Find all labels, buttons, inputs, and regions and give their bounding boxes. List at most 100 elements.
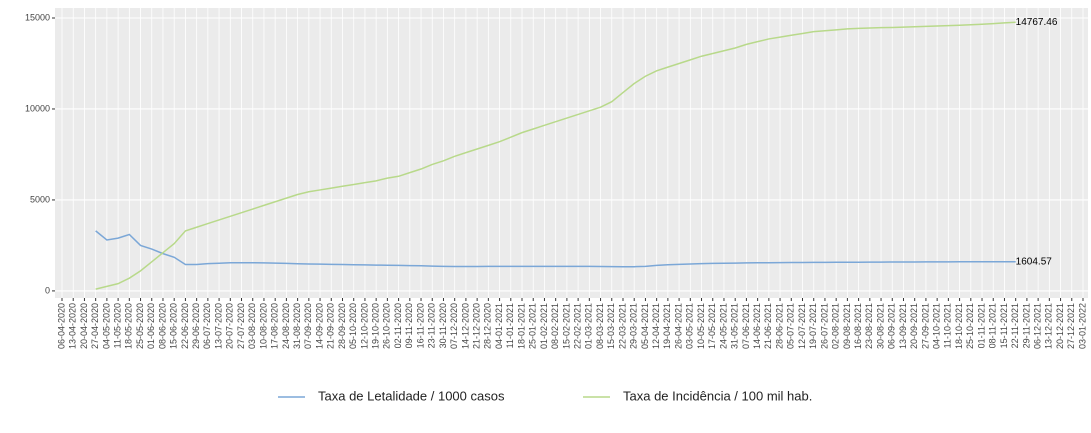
x-tick-label: 19-07-2021 [808,303,818,349]
x-tick-label: 28-12-2020 [483,303,493,349]
x-tick-label: 13-09-2021 [898,303,908,349]
x-tick-label: 27-07-2020 [236,303,246,349]
x-tick-label: 03-05-2021 [685,303,695,349]
x-tick-label: 13-04-2020 [68,303,78,349]
x-tick-label: 21-06-2021 [763,303,773,349]
x-tick-label: 01-06-2020 [146,303,156,349]
x-tick-label: 18-01-2021 [516,303,526,349]
x-tick-label: 15-06-2020 [169,303,179,349]
x-tick-label: 29-06-2020 [191,303,201,349]
x-tick-label: 02-08-2021 [831,303,841,349]
x-tick-label: 27-12-2021 [1066,303,1076,349]
x-tick-label: 25-05-2020 [135,303,145,349]
series-line [95,230,1016,268]
x-tick-label: 15-02-2021 [561,303,571,349]
x-tick-label: 24-05-2021 [718,303,728,349]
x-tick-label: 03-08-2020 [247,303,257,349]
x-tick-label: 04-05-2020 [101,303,111,349]
y-tick-label: 10000 [25,103,50,113]
x-tick-label: 09-11-2020 [404,303,414,348]
x-tick-label: 13-12-2021 [1044,303,1054,349]
x-tick-label: 21-09-2020 [326,303,336,349]
x-tick-label: 10-08-2020 [258,303,268,349]
x-tick-label: 15-03-2021 [606,303,616,349]
x-tick-label: 21-12-2020 [472,303,482,349]
x-tick-label: 11-10-2021 [943,303,953,348]
x-tick-label: 22-03-2021 [617,303,627,349]
x-tick-label: 08-03-2021 [595,303,605,349]
x-tick-label: 04-01-2021 [494,303,504,349]
x-tick-label: 19-04-2021 [662,303,672,349]
value-label: 1604.57 [1016,256,1053,267]
x-tick-label: 26-10-2020 [382,303,392,349]
x-tick-label: 15-11-2021 [999,303,1009,348]
x-tick-label: 16-08-2021 [853,303,863,349]
x-tick-label: 13-07-2020 [213,303,223,349]
x-tick-label: 01-03-2021 [584,303,594,349]
series-line [95,21,1016,290]
x-tick-label: 31-08-2020 [292,303,302,349]
x-tick-label: 29-03-2021 [629,303,639,349]
value-label: 14767.46 [1016,17,1058,28]
x-tick-label: 12-07-2021 [797,303,807,349]
x-tick-label: 24-08-2020 [281,303,291,349]
x-tick-label: 20-07-2020 [225,303,235,349]
x-tick-label: 03-01-2022 [1077,303,1087,349]
x-tick-label: 20-04-2020 [79,303,89,349]
x-tick-label: 04-10-2021 [932,303,942,349]
x-tick-label: 17-08-2020 [270,303,280,349]
y-tick-label: 5000 [30,194,50,204]
x-tick-label: 23-08-2021 [864,303,874,349]
x-tick-label: 07-06-2021 [741,303,751,349]
x-tick-label: 11-01-2021 [505,303,515,348]
y-tick-label: 0 [45,285,50,295]
x-tick-label: 25-10-2021 [965,303,975,349]
x-tick-label: 06-12-2021 [1032,303,1042,349]
x-tick-label: 26-04-2021 [673,303,683,349]
x-tick-label: 23-11-2020 [427,303,437,348]
legend-label: Taxa de Letalidade / 1000 casos [318,388,505,403]
x-tick-label: 28-09-2020 [337,303,347,349]
x-tick-label: 14-09-2020 [314,303,324,349]
x-tick-label: 31-05-2021 [730,303,740,349]
x-tick-label: 25-01-2021 [528,303,538,349]
x-tick-label: 12-10-2020 [359,303,369,349]
x-tick-label: 19-10-2020 [371,303,381,349]
x-tick-label: 01-02-2021 [539,303,549,349]
x-tick-label: 07-12-2020 [449,303,459,349]
x-tick-label: 08-02-2021 [550,303,560,349]
x-tick-label: 26-07-2021 [819,303,829,349]
x-tick-label: 30-11-2020 [438,303,448,348]
x-tick-label: 22-06-2020 [180,303,190,349]
x-tick-label: 17-05-2021 [707,303,717,349]
x-tick-label: 14-06-2021 [752,303,762,349]
y-tick-label: 15000 [25,12,50,22]
x-tick-label: 18-10-2021 [954,303,964,349]
x-tick-label: 10-05-2021 [696,303,706,349]
x-tick-label: 09-08-2021 [842,303,852,349]
x-tick-label: 22-11-2021 [1010,303,1020,348]
x-tick-label: 20-09-2021 [909,303,919,349]
x-tick-label: 30-08-2021 [875,303,885,349]
x-tick-label: 14-12-2020 [460,303,470,349]
x-tick-label: 11-05-2020 [112,303,122,348]
x-tick-label: 06-09-2021 [887,303,897,349]
x-tick-label: 28-06-2021 [774,303,784,349]
legend-label: Taxa de Incidência / 100 mil hab. [623,388,812,403]
plot-panel [55,8,1088,298]
x-tick-label: 29-11-2021 [1021,303,1031,348]
x-tick-label: 05-04-2021 [640,303,650,349]
x-tick-label: 16-11-2020 [415,303,425,348]
x-tick-label: 07-09-2020 [303,303,313,349]
x-tick-label: 02-11-2020 [393,303,403,348]
x-tick-label: 08-11-2021 [988,303,998,348]
x-tick-label: 06-04-2020 [56,303,66,349]
x-tick-label: 08-06-2020 [157,303,167,349]
x-tick-label: 06-07-2020 [202,303,212,349]
x-tick-label: 20-12-2021 [1055,303,1065,349]
x-tick-label: 05-10-2020 [348,303,358,349]
x-tick-label: 18-05-2020 [124,303,134,349]
x-tick-label: 27-09-2021 [920,303,930,349]
x-tick-label: 05-07-2021 [786,303,796,349]
